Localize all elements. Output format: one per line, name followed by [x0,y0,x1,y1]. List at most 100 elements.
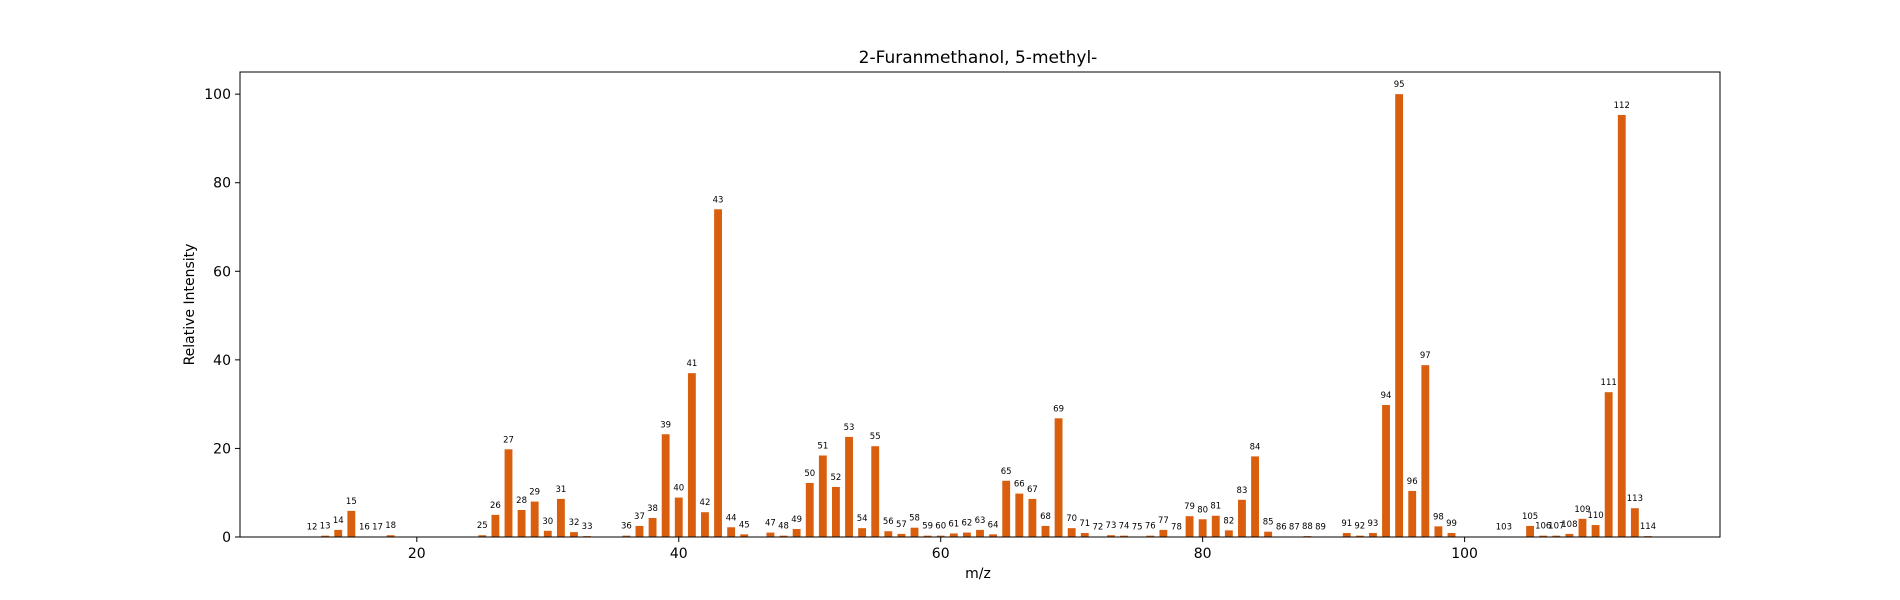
peak-label-mz-109: 109 [1574,505,1590,515]
peak-label-mz-63: 63 [975,516,986,526]
bar-mz-49 [792,529,801,537]
y-tick-label-20: 20 [213,441,231,457]
bar-mz-113 [1630,508,1639,537]
bar-mz-14 [334,529,343,537]
bar-mz-98 [1434,526,1443,537]
x-tick-label-100: 100 [1451,546,1478,562]
peak-label-mz-98: 98 [1433,512,1444,522]
bar-mz-71 [1080,533,1089,537]
bar-mz-51 [818,455,827,537]
y-tick-label-80: 80 [213,176,231,192]
bar-mz-38 [648,517,657,537]
peak-label-mz-66: 66 [1014,480,1025,490]
peak-label-mz-110: 110 [1587,511,1603,521]
peak-label-mz-111: 111 [1601,378,1617,388]
bar-mz-27 [504,449,513,537]
peak-label-mz-47: 47 [765,519,776,529]
peak-label-mz-40: 40 [673,484,684,494]
bar-mz-77 [1159,529,1168,537]
bar-mz-56 [884,531,893,537]
peak-label-mz-60: 60 [935,522,946,532]
bar-mz-52 [832,486,840,537]
peak-label-mz-71: 71 [1079,519,1090,529]
bar-mz-93 [1368,533,1377,537]
bar-mz-44 [727,527,736,537]
peak-label-mz-83: 83 [1237,486,1248,496]
peak-label-mz-33: 33 [582,522,593,532]
bar-mz-42 [701,512,709,537]
bar-mz-59 [923,535,932,537]
plot-frame [239,71,1721,538]
bar-mz-84 [1251,456,1259,537]
bar-mz-70 [1067,528,1076,537]
peak-label-mz-108: 108 [1561,520,1577,530]
peak-label-mz-13: 13 [320,522,331,532]
chart-title: 2-Furanmethanol, 5-methyl- [859,48,1098,68]
peak-label-mz-67: 67 [1027,485,1038,495]
bar-mz-57 [897,533,906,537]
bar-mz-97 [1421,365,1430,537]
peak-label-mz-114: 114 [1640,522,1656,532]
peak-label-mz-37: 37 [634,512,645,522]
peak-label-mz-81: 81 [1210,502,1221,512]
peak-label-mz-26: 26 [490,501,501,511]
peak-label-mz-12: 12 [307,523,318,533]
bar-mz-80 [1198,519,1207,537]
bar-mz-60 [936,535,945,537]
bar-mz-109 [1578,518,1587,537]
bar-mz-95 [1395,94,1404,537]
peak-label-mz-87: 87 [1289,523,1300,533]
peak-label-mz-112: 112 [1614,101,1630,111]
peak-label-mz-59: 59 [922,522,933,532]
bar-mz-96 [1408,490,1417,537]
peak-label-mz-76: 76 [1145,522,1156,532]
peak-label-mz-89: 89 [1315,523,1326,533]
peak-label-mz-41: 41 [686,359,697,369]
bar-mz-50 [805,482,814,537]
bar-mz-31 [556,498,565,537]
bar-mz-107 [1552,535,1561,537]
y-tick-label-100: 100 [204,87,231,103]
bar-mz-36 [622,535,631,537]
x-tick-label-20: 20 [408,546,426,562]
bar-mz-83 [1238,499,1246,537]
peak-label-mz-51: 51 [817,442,828,452]
bar-mz-41 [687,373,696,537]
peak-label-mz-94: 94 [1381,391,1392,401]
bar-mz-55 [871,446,880,537]
bar-mz-28 [517,509,526,537]
bar-mz-67 [1028,498,1037,537]
peak-label-mz-14: 14 [333,516,344,526]
bar-mz-26 [491,514,500,537]
y-axis: 0 20 40 60 80 100 [204,87,240,546]
peak-label-mz-107: 107 [1548,522,1564,532]
peak-label-mz-73: 73 [1106,521,1117,531]
bar-mz-69 [1054,418,1063,537]
peak-label-mz-53: 53 [844,423,855,433]
bar-mz-92 [1355,535,1364,537]
bar-mz-47 [766,532,775,537]
bar-mz-62 [962,532,971,537]
peak-label-mz-18: 18 [385,521,396,531]
bar-mz-105 [1526,525,1535,537]
peak-label-mz-64: 64 [988,520,999,530]
peak-label-mz-91: 91 [1341,519,1352,529]
bar-mz-76 [1146,535,1155,537]
peak-label-mz-95: 95 [1394,80,1405,90]
peak-label-mz-85: 85 [1263,518,1274,528]
peak-label-mz-49: 49 [791,515,802,525]
y-tick-label-40: 40 [213,353,231,369]
peak-label-mz-105: 105 [1522,512,1538,522]
bar-mz-108 [1565,533,1574,537]
peak-label-mz-82: 82 [1223,516,1234,526]
x-tick-label-60: 60 [932,546,950,562]
peak-label-mz-56: 56 [883,517,894,527]
peak-label-mz-84: 84 [1250,442,1261,452]
bar-mz-73 [1107,535,1115,537]
bar-mz-99 [1447,533,1456,537]
peak-label-mz-15: 15 [346,497,357,507]
peak-label-mz-29: 29 [529,488,540,498]
bar-mz-106 [1539,535,1548,537]
bar-mz-81 [1211,515,1220,537]
peak-label-mz-99: 99 [1446,519,1457,529]
